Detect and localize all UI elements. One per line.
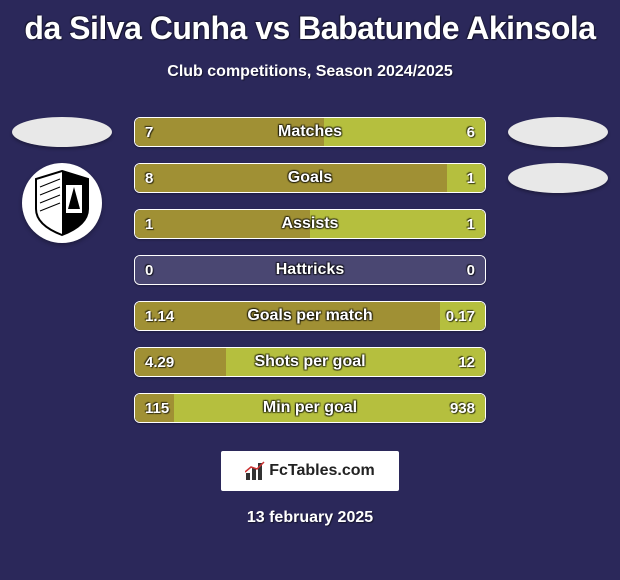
right-jersey-icon: [508, 117, 608, 147]
footer-logo-text: FcTables.com: [269, 462, 375, 480]
stat-bar-row: 115938Min per goal: [134, 393, 486, 423]
stat-bar-row: 4.2912Shots per goal: [134, 347, 486, 377]
footer-logo: FcTables.com: [221, 451, 399, 491]
stat-bar-row: 1.140.17Goals per match: [134, 301, 486, 331]
page-subtitle: Club competitions, Season 2024/2025: [0, 63, 620, 81]
stat-bar-row: 76Matches: [134, 117, 486, 147]
left-club-badge: [22, 163, 102, 243]
right-club-placeholder-icon: [508, 163, 608, 193]
stat-bar-row: 11Assists: [134, 209, 486, 239]
bar-label: Min per goal: [135, 394, 485, 422]
left-jersey-icon: [12, 117, 112, 147]
stat-bar-row: 81Goals: [134, 163, 486, 193]
chart-icon: [245, 461, 265, 481]
club-shield-icon: [32, 169, 92, 237]
footer-date: 13 february 2025: [0, 509, 620, 527]
bar-label: Matches: [135, 118, 485, 146]
stat-bars-container: 76Matches 81Goals 11Assists 00Hattricks 1.14…: [134, 117, 486, 423]
right-player-column: [504, 117, 612, 193]
bar-label: Shots per goal: [135, 348, 485, 376]
left-player-column: [8, 117, 116, 243]
bar-label: Hattricks: [135, 256, 485, 284]
bar-label: Assists: [135, 210, 485, 238]
stats-area: 76Matches 81Goals 11Assists 00Hattricks 1.14…: [0, 117, 620, 423]
bar-label: Goals: [135, 164, 485, 192]
bar-label: Goals per match: [135, 302, 485, 330]
page-title: da Silva Cunha vs Babatunde Akinsola: [0, 0, 620, 47]
stat-bar-row: 00Hattricks: [134, 255, 486, 285]
